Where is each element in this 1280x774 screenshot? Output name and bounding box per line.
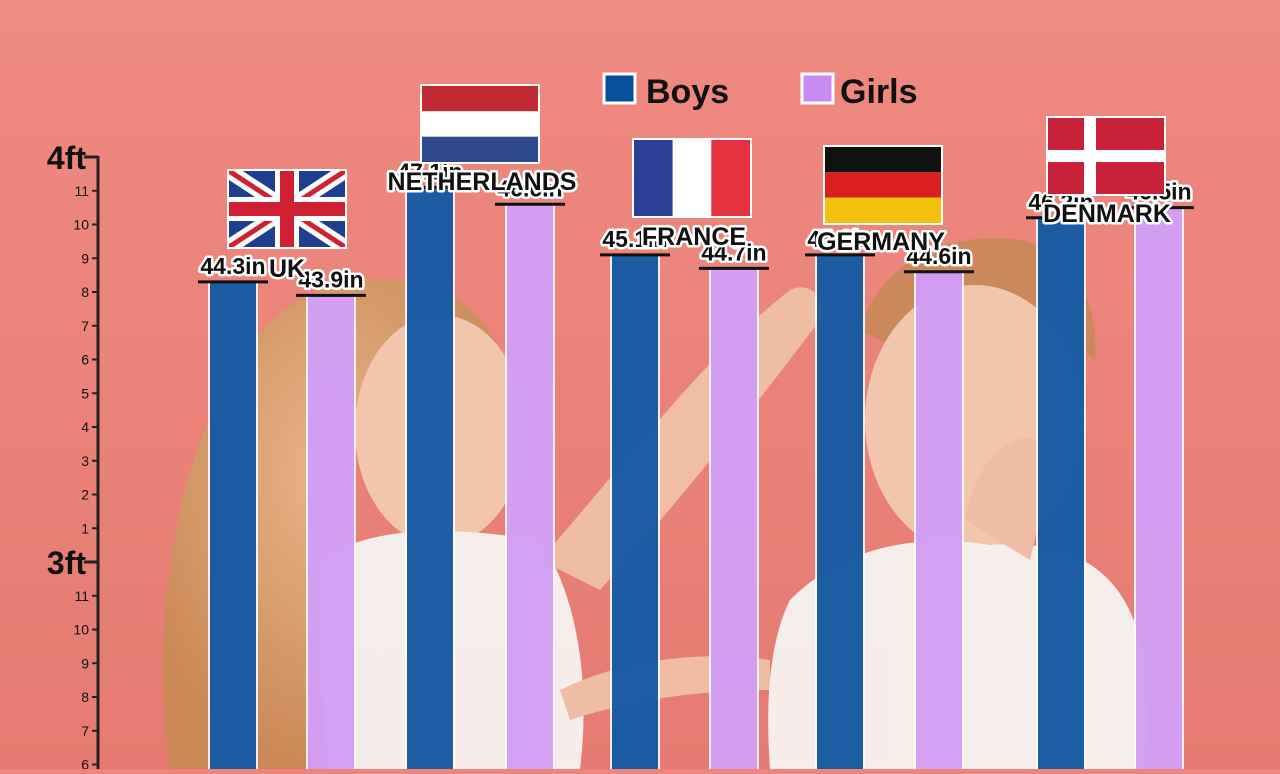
boy-hand-shape: [965, 438, 1045, 560]
germany-flag: [823, 145, 943, 225]
value-label-girls-france: 44.7in: [701, 239, 766, 265]
y-minor-tick-label: 4: [81, 419, 89, 435]
netherlands-flag: [420, 84, 540, 164]
bar-boys-france: [612, 254, 658, 769]
y-major-tick-label: 4ft: [47, 140, 86, 176]
y-minor-tick-label: 3: [81, 453, 89, 469]
value-label-boys-france: 45.1in: [602, 226, 667, 252]
y-minor-tick-label: 8: [81, 689, 89, 705]
y-major-tick-label: 3ft: [47, 545, 86, 581]
value-label-girls-uk: 43.9in: [298, 266, 363, 292]
y-minor-tick-label: 10: [73, 217, 89, 233]
bar-girls-germany: [916, 271, 962, 769]
y-minor-tick-label: 9: [81, 250, 89, 266]
bar-girls-uk: [308, 295, 354, 769]
y-minor-tick-label: 9: [81, 655, 89, 671]
bar-boys-netherlands: [407, 187, 453, 769]
y-minor-tick-label: 11: [74, 588, 89, 604]
legend-swatch-girls: [800, 72, 835, 105]
country-label-netherlands: NETHERLANDS: [388, 168, 577, 196]
bar-girls-denmark: [1136, 207, 1182, 769]
value-label-girls-germany: 44.6in: [906, 243, 971, 269]
y-minor-tick-label: 1: [81, 520, 89, 536]
y-minor-tick-label: 8: [81, 284, 89, 300]
y-minor-tick-label: 5: [81, 385, 89, 401]
bars-group: [208, 187, 1184, 769]
y-minor-tick-label: 7: [81, 723, 89, 739]
y-minor-tick-label: 11: [74, 183, 89, 199]
uk-flag: [227, 169, 347, 249]
value-label-boys-germany: 45.1in: [807, 226, 872, 252]
y-minor-tick-label: 6: [81, 757, 89, 770]
country-label-france: FRANCE: [642, 223, 746, 251]
y-minor-tick-label: 2: [81, 487, 89, 503]
y-minor-tick-label: 10: [73, 622, 89, 638]
denmark-flag: [1046, 116, 1166, 196]
bar-girls-france: [711, 268, 757, 769]
value-label-girls-netherlands: 46.6in: [497, 175, 562, 201]
country-label-germany: GERMANY: [817, 228, 945, 256]
bar-boys-denmark: [1038, 217, 1084, 769]
bar-boys-germany: [817, 254, 863, 769]
bar-girls-netherlands: [507, 204, 553, 769]
value-label-boys-uk: 44.3in: [200, 253, 265, 279]
country-label-denmark: DENMARK: [1043, 200, 1171, 228]
country-label-uk: UK: [269, 255, 305, 283]
legend-label-boys: Boys: [646, 73, 729, 111]
legend-label-girls: Girls: [840, 73, 917, 111]
y-minor-tick-label: 7: [81, 318, 89, 334]
bar-boys-uk: [210, 281, 256, 769]
france-flag: [632, 138, 752, 218]
legend: Boys Girls: [602, 72, 917, 111]
y-minor-tick-label: 6: [81, 352, 89, 368]
legend-swatch-boys: [602, 72, 637, 105]
